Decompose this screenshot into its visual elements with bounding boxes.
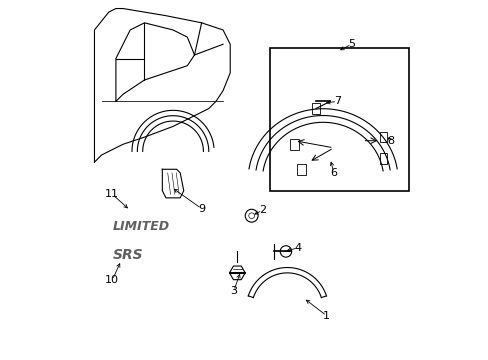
Text: 2: 2 xyxy=(258,205,265,215)
Text: LIMITED: LIMITED xyxy=(112,220,169,233)
Text: 1: 1 xyxy=(323,311,329,321)
Text: 10: 10 xyxy=(105,275,119,285)
Text: 9: 9 xyxy=(198,203,205,213)
Bar xyxy=(269,48,408,191)
Bar xyxy=(297,164,305,175)
Text: 4: 4 xyxy=(294,243,301,253)
Text: 6: 6 xyxy=(329,168,337,178)
Bar xyxy=(380,153,386,164)
Bar xyxy=(311,103,320,114)
Text: 8: 8 xyxy=(386,136,394,146)
Text: SRS: SRS xyxy=(112,248,142,262)
Bar xyxy=(380,132,386,143)
Text: 7: 7 xyxy=(333,96,340,107)
Text: 5: 5 xyxy=(347,39,354,49)
Text: 11: 11 xyxy=(105,189,119,199)
Text: 3: 3 xyxy=(230,286,237,296)
Bar xyxy=(290,139,298,150)
